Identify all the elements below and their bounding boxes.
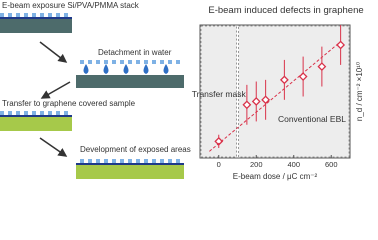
graphene-layer (76, 163, 184, 165)
arrow (39, 41, 68, 63)
substrate (0, 117, 72, 131)
pmma-layer (0, 111, 72, 115)
step-label: Detachment in water (98, 48, 172, 57)
step-label: E-beam exposure Si/PVA/PMMA stack (2, 1, 140, 10)
substrate (76, 75, 184, 88)
chart-title: E-beam induced defects in graphene (208, 5, 363, 16)
substrate (0, 19, 72, 33)
schematic: E-beam exposure Si/PVA/PMMA stack Detach… (0, 1, 191, 179)
water-drops (83, 64, 169, 74)
pmma-layer (76, 159, 184, 163)
data-point (298, 72, 308, 81)
data-point (261, 95, 271, 105)
x-tick-label: 600 (325, 160, 338, 169)
x-tick-label: 400 (287, 160, 300, 169)
region (238, 25, 350, 158)
figure-svg: E-beam exposure Si/PVA/PMMA stack Detach… (0, 1, 364, 181)
data-point (251, 97, 261, 106)
step-label: Development of exposed areas (80, 145, 191, 154)
plot-frame (199, 24, 351, 159)
substrate (76, 165, 184, 179)
pva-layer (0, 17, 72, 19)
data-point (214, 136, 224, 146)
figure: E-beam exposure Si/PVA/PMMA stack Detach… (0, 1, 364, 181)
step-label: Transfer to graphene covered sample (2, 99, 136, 108)
y-axis-label: n_d / cm⁻² ×10¹⁰ (355, 62, 364, 121)
region-label: Conventional EBL (278, 114, 346, 124)
data-point (279, 75, 289, 85)
arrow (39, 137, 68, 157)
region-label: Transfer mask (192, 89, 247, 99)
x-tick-label: 0 (217, 160, 221, 169)
x-tick-label: 200 (250, 160, 263, 169)
pmma-layer (76, 60, 184, 64)
arrow (40, 81, 71, 99)
data-point (317, 62, 327, 71)
trend-line (209, 41, 341, 152)
data-point (242, 100, 252, 110)
pmma-layer (0, 13, 72, 17)
x-axis-label: E-beam dose / μC cm⁻² (233, 172, 318, 181)
graphene-layer (0, 115, 72, 117)
chart: E-beam induced defects in graphene Transf… (192, 5, 364, 181)
